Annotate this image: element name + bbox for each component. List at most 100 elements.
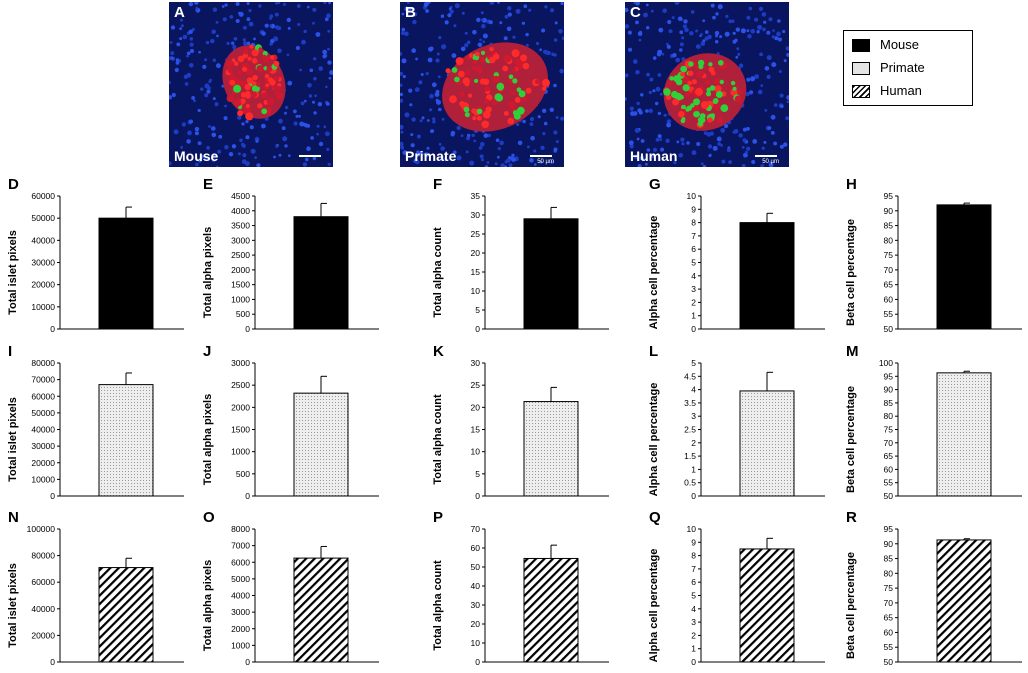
bar [936, 204, 992, 330]
panel-letter: A [174, 4, 185, 21]
bar-chart-panel-M: 50 55 60 65 70 75 80 85 90 95 100 Beta cell percent… [840, 339, 1028, 504]
y-tick-label: 10 [471, 286, 481, 296]
y-tick-label: 2000 [231, 624, 250, 634]
scale-label: 50 µm [537, 159, 554, 165]
y-tick-label: 70000 [31, 375, 55, 385]
y-tick-label: 80 [884, 568, 894, 578]
y-tick-label: 65 [884, 280, 894, 290]
y-tick-label: 40 [471, 581, 481, 591]
y-tick-label: 3.5 [684, 398, 696, 408]
y-tick-label: 1500 [231, 425, 250, 435]
y-tick-label: 55 [884, 642, 894, 652]
bar-chart-panel-Q: 0 1 2 3 4 5 6 7 8 9 10 Alpha cell percentage Q [643, 505, 831, 670]
legend-swatch-solid [852, 39, 870, 52]
y-tick-label: 40000 [31, 604, 55, 614]
y-tick-label: 7 [691, 564, 696, 574]
bar [523, 557, 579, 663]
y-axis-label: Beta cell percentage [845, 386, 857, 493]
y-tick-label: 5 [691, 358, 696, 368]
y-tick-label: 10 [471, 447, 481, 457]
y-tick-label: 80 [884, 411, 894, 421]
y-tick-label: 0 [691, 324, 696, 334]
y-tick-label: 60000 [31, 391, 55, 401]
bar-chart-panel-G: 0 1 2 3 4 5 6 7 8 9 10 Alpha cell percentage G [643, 172, 831, 337]
y-tick-label: 30000 [31, 258, 55, 268]
bar [98, 217, 154, 330]
species-label: Mouse [174, 148, 219, 164]
micrograph-primate: B Primate 50 µm [400, 2, 564, 167]
y-tick-label: 3 [691, 411, 696, 421]
y-axis-label: Total islet pixels [7, 397, 19, 482]
bar [293, 557, 349, 663]
y-tick-label: 0 [50, 657, 55, 667]
y-tick-label: 70 [884, 265, 894, 275]
y-tick-label: 60 [884, 627, 894, 637]
y-axis-label: Total alpha pixels [202, 227, 214, 319]
y-tick-label: 90 [884, 385, 894, 395]
y-tick-label: 4500 [231, 191, 250, 201]
chart-svg: 0 1000 2000 3000 4000 5000 6000 7000 8000 Total a… [202, 524, 379, 667]
bar-chart-panel-I: 0 10000 20000 30000 40000 50000 60000 70000 8000… [2, 339, 190, 504]
y-tick-label: 2 [691, 297, 696, 307]
bar-chart-panel-R: 50 55 60 65 70 75 80 85 90 95 Beta cell percentage… [840, 505, 1028, 670]
legend: Mouse Primate Human [843, 30, 973, 106]
y-tick-label: 0 [475, 491, 480, 501]
y-tick-label: 6 [691, 244, 696, 254]
chart-svg: 0 500 1000 1500 2000 2500 3000 3500 4000 4500 Tota… [202, 191, 379, 334]
y-tick-label: 85 [884, 221, 894, 231]
y-tick-label: 20000 [31, 280, 55, 290]
y-tick-label: 50 [884, 657, 894, 667]
y-tick-label: 3 [691, 617, 696, 627]
chart-svg: 0 20000 40000 60000 80000 100000 Total islet p… [7, 524, 184, 667]
scale-label: 50 µm [762, 159, 779, 165]
panel-letter: K [433, 343, 444, 360]
chart-svg: 50 55 60 65 70 75 80 85 90 95 Beta cell percentage [845, 191, 1022, 334]
y-tick-label: 50 [471, 562, 481, 572]
y-tick-label: 2000 [231, 265, 250, 275]
y-tick-label: 5 [475, 469, 480, 479]
y-tick-label: 0 [691, 491, 696, 501]
chart-svg: 50 55 60 65 70 75 80 85 90 95 Beta cell percentage [845, 524, 1022, 667]
y-tick-label: 1000 [231, 294, 250, 304]
bar-chart-panel-O: 0 1000 2000 3000 4000 5000 6000 7000 8000 Total a… [197, 505, 385, 670]
y-tick-label: 65 [884, 451, 894, 461]
y-tick-label: 30000 [31, 441, 55, 451]
scale-bar [530, 155, 552, 157]
y-tick-label: 70 [884, 598, 894, 608]
y-tick-label: 85 [884, 398, 894, 408]
y-tick-label: 70 [471, 524, 481, 534]
y-tick-label: 60000 [31, 577, 55, 587]
y-tick-label: 500 [236, 469, 250, 479]
y-tick-label: 1000 [231, 447, 250, 457]
panel-letter: C [630, 4, 641, 21]
y-tick-label: 9 [691, 204, 696, 214]
legend-label: Primate [880, 60, 925, 75]
y-axis-label: Alpha cell percentage [648, 216, 660, 330]
y-tick-label: 3 [691, 284, 696, 294]
y-axis-label: Beta cell percentage [845, 552, 857, 659]
y-tick-label: 20000 [31, 458, 55, 468]
y-tick-label: 0 [691, 657, 696, 667]
y-tick-label: 2500 [231, 250, 250, 260]
y-tick-label: 4 [691, 271, 696, 281]
y-tick-label: 0 [475, 324, 480, 334]
y-tick-label: 80000 [31, 358, 55, 368]
bar-chart-panel-P: 0 10 20 30 40 50 60 70 Total alpha count P [427, 505, 615, 670]
panel-letter: M [846, 343, 859, 360]
y-tick-label: 4 [691, 385, 696, 395]
y-tick-label: 20000 [31, 630, 55, 640]
y-tick-label: 15 [471, 267, 481, 277]
y-tick-label: 500 [236, 309, 250, 319]
y-tick-label: 0 [475, 657, 480, 667]
panel-letter: N [8, 509, 19, 526]
y-tick-label: 0 [245, 491, 250, 501]
y-tick-label: 8 [691, 551, 696, 561]
y-tick-label: 50000 [31, 408, 55, 418]
y-tick-label: 80000 [31, 551, 55, 561]
y-tick-label: 4000 [231, 591, 250, 601]
chart-svg: 0 10000 20000 30000 40000 50000 60000 Total isl… [7, 191, 184, 334]
y-axis-label: Beta cell percentage [845, 219, 857, 326]
y-tick-label: 85 [884, 554, 894, 564]
y-tick-label: 30 [471, 358, 481, 368]
y-tick-label: 10 [687, 191, 697, 201]
